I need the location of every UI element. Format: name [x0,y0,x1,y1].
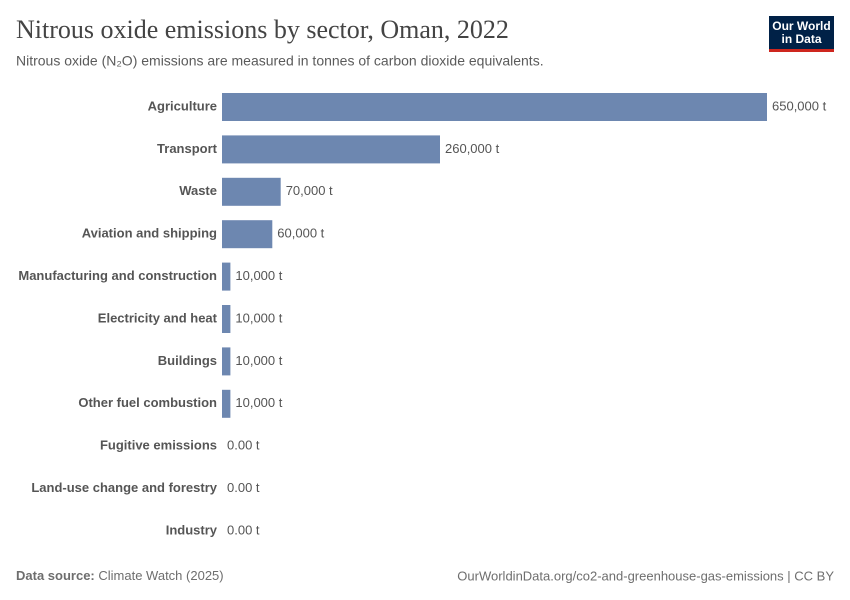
category-label: Fugitive emissions [100,438,217,453]
value-label: 60,000 t [277,226,324,241]
bar [222,93,767,121]
value-label: 10,000 t [235,268,282,283]
source: Data source: Climate Watch (2025) [16,568,224,583]
logo-underline [769,49,834,52]
source-text: Climate Watch (2025) [98,568,223,583]
logo-text: in Data [781,32,821,46]
value-label: 650,000 t [772,98,827,113]
category-label: Agriculture [148,98,217,113]
logo-text: Our World [772,19,830,33]
value-label: 10,000 t [235,310,282,325]
value-label: 0.00 t [227,522,260,537]
category-label: Other fuel combustion [78,395,217,410]
category-label: Industry [166,522,218,537]
logo[interactable]: Our World in Data [769,16,834,52]
category-label: Manufacturing and construction [18,268,217,283]
category-label: Electricity and heat [98,310,218,325]
value-label: 260,000 t [445,141,500,156]
chart-subtitle: Nitrous oxide (N₂O) emissions are measur… [16,53,544,69]
category-label: Waste [179,183,217,198]
bar [222,220,273,249]
logo-box [769,16,834,52]
value-label: 0.00 t [227,438,260,453]
bar [222,389,231,418]
bar [222,347,231,376]
value-label: 10,000 t [235,395,282,410]
source-label: Data source: [16,568,95,583]
bar [222,135,440,164]
bar [222,262,231,291]
category-label: Transport [157,141,218,156]
bar [222,305,231,333]
bar [222,177,281,206]
category-label: Land-use change and forestry [31,480,217,495]
category-label: Aviation and shipping [82,226,217,241]
chart-title: Nitrous oxide emissions by sector, Oman,… [16,15,509,44]
source-url[interactable]: OurWorldinData.org/co2-and-greenhouse-ga… [457,568,834,583]
value-label: 10,000 t [235,353,282,368]
value-label: 70,000 t [286,183,333,198]
value-label: 0.00 t [227,480,260,495]
category-label: Buildings [158,353,217,368]
